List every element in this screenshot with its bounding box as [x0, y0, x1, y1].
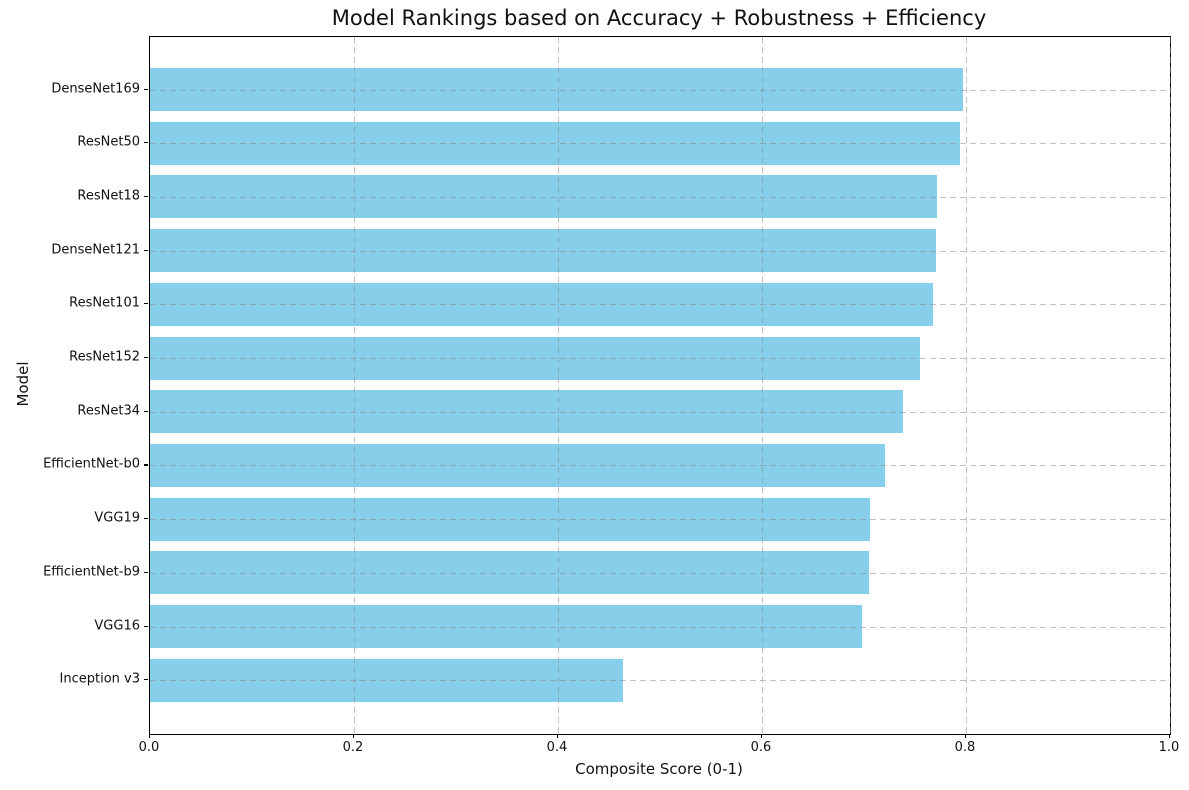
bars-layer: [150, 37, 1170, 734]
x-tick-mark: [1169, 734, 1171, 738]
xtick-label-0.6: 0.6: [750, 740, 772, 755]
ytick-label-densenet121: DenseNet121: [51, 242, 140, 258]
y-tick-mark: [144, 464, 148, 466]
x-axis-label: Composite Score (0-1): [575, 760, 743, 778]
bar-vgg19: [150, 497, 871, 541]
y-tick-mark: [144, 249, 148, 251]
bar-inception-v3: [150, 658, 624, 702]
bar-densenet121: [150, 229, 937, 273]
bar-densenet169: [150, 68, 963, 111]
bar-resnet50: [150, 121, 960, 165]
y-tick-mark: [144, 195, 148, 198]
x-tick-mark: [353, 734, 355, 738]
ytick-label-densenet169: DenseNet169: [51, 81, 140, 96]
ytick-label-resnet101: ResNet101: [69, 295, 140, 311]
x-tick-mark: [149, 734, 151, 738]
v-gridline: [1170, 37, 1171, 734]
plot-area: [149, 36, 1171, 735]
ytick-label-efficientnet-b0: EfficientNet-b0: [43, 456, 140, 472]
xtick-label-0.4: 0.4: [546, 740, 568, 755]
xtick-label-0.8: 0.8: [954, 740, 976, 755]
ytick-label-vgg16: VGG16: [94, 618, 140, 633]
x-tick-mark: [965, 734, 967, 738]
xtick-label-0.2: 0.2: [342, 740, 364, 755]
ytick-label-resnet34: ResNet34: [77, 403, 140, 419]
y-axis-label: Model: [14, 361, 32, 407]
ytick-label-resnet50: ResNet50: [77, 134, 140, 150]
ytick-label-efficientnet-b9: EfficientNet-b9: [43, 564, 140, 580]
xtick-label-0.0: 0.0: [138, 740, 160, 755]
xtick-label-1.0: 1.0: [1158, 740, 1180, 755]
bar-resnet34: [150, 390, 903, 434]
ytick-label-resnet18: ResNet18: [77, 188, 140, 204]
chart-title: Model Rankings based on Accuracy + Robus…: [331, 6, 987, 30]
y-tick-mark: [144, 518, 148, 520]
y-tick-mark: [144, 357, 148, 359]
ytick-label-inception-v3: Inception v3: [59, 671, 140, 687]
y-tick-mark: [144, 410, 148, 412]
y-tick-mark: [144, 142, 148, 144]
bar-resnet18: [150, 175, 938, 219]
y-tick-mark: [144, 625, 148, 627]
bar-resnet152: [150, 336, 921, 380]
y-tick-mark: [144, 679, 148, 681]
bar-resnet101: [150, 282, 934, 326]
x-tick-mark: [557, 734, 559, 738]
ytick-label-vgg19: VGG19: [94, 510, 140, 526]
bar-efficientnet-b0: [150, 443, 886, 487]
ytick-label-resnet152: ResNet152: [69, 349, 140, 365]
y-tick-mark: [144, 303, 148, 305]
y-tick-mark: [144, 571, 148, 573]
x-tick-mark: [761, 734, 763, 738]
y-tick-mark: [144, 88, 148, 90]
bar-vgg16: [150, 605, 862, 648]
bar-efficientnet-b9: [150, 551, 870, 595]
